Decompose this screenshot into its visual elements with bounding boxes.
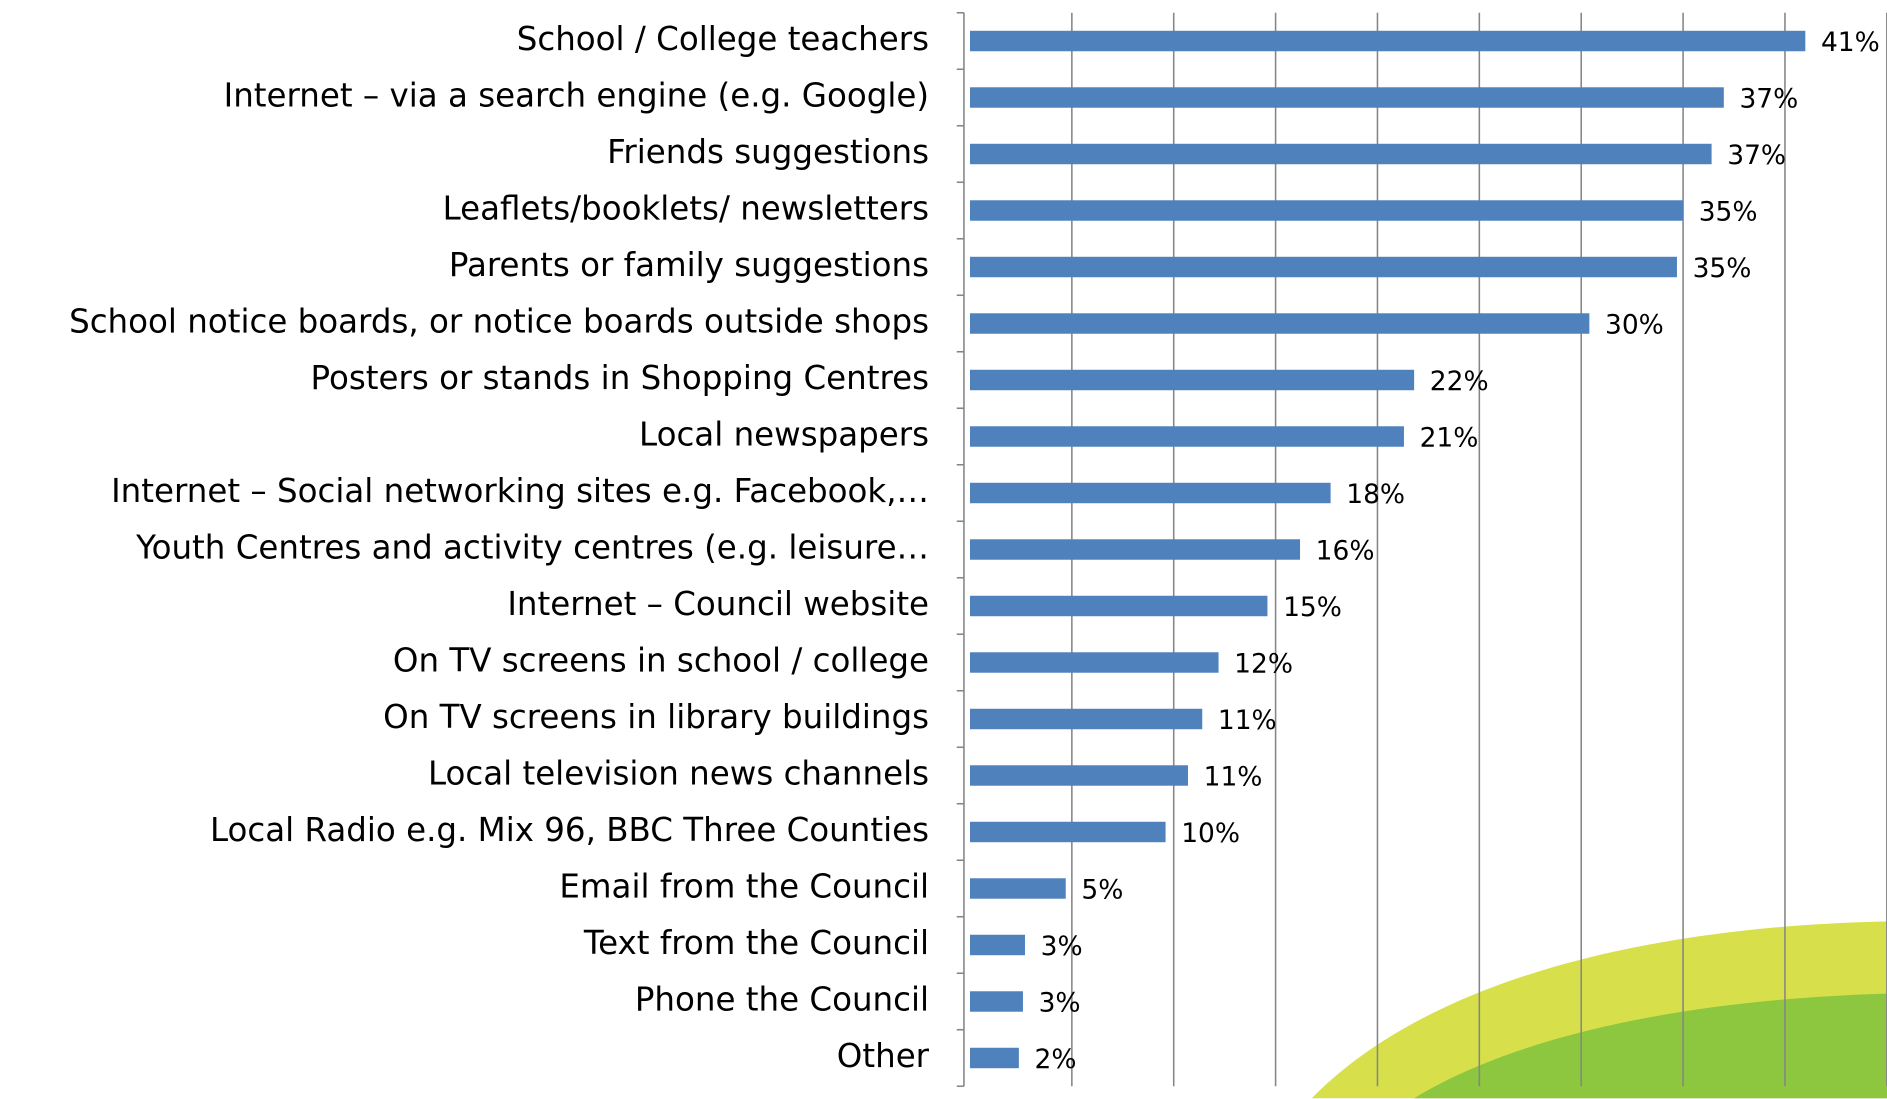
value-label: 11% (1218, 705, 1277, 736)
value-label: 35% (1693, 253, 1752, 284)
category-label: Phone the Council (635, 980, 929, 1018)
category-label: Text from the Council (583, 924, 929, 962)
category-label: Posters or stands in Shopping Centres (311, 359, 930, 397)
bar (970, 257, 1677, 277)
category-label: Parents or family suggestions (449, 246, 929, 284)
category-label: Local Radio e.g. Mix 96, BBC Three Count… (210, 811, 929, 849)
value-label: 37% (1727, 140, 1786, 171)
value-label: 10% (1181, 818, 1240, 849)
bar (970, 991, 1023, 1011)
bar (970, 709, 1202, 729)
bar (970, 313, 1589, 333)
value-label: 5% (1081, 874, 1123, 905)
category-label: Internet – Social networking sites e.g. … (111, 472, 929, 510)
bar (970, 370, 1414, 390)
value-label: 21% (1420, 422, 1479, 453)
value-label: 12% (1234, 648, 1293, 679)
value-label: 16% (1316, 535, 1375, 566)
category-label: Friends suggestions (607, 133, 929, 171)
bar (970, 539, 1300, 559)
bar (970, 426, 1404, 446)
value-label: 11% (1204, 761, 1263, 792)
category-label: On TV screens in school / college (393, 641, 929, 679)
bar (970, 144, 1712, 164)
value-label: 37% (1739, 83, 1798, 114)
value-label: 3% (1041, 931, 1083, 962)
bar (970, 652, 1219, 672)
value-label: 22% (1430, 366, 1489, 397)
chart: School / College teachers 41% Internet – v… (0, 0, 1887, 1099)
category-label: School notice boards, or notice boards o… (69, 303, 929, 341)
bar (970, 200, 1683, 220)
value-label: 30% (1605, 309, 1664, 340)
category-label: Other (837, 1037, 930, 1075)
bar (970, 822, 1166, 842)
page: {"chart_data": {"type": "bar", "orientat… (0, 0, 1887, 1099)
value-label: 41% (1821, 27, 1880, 58)
value-label: 18% (1346, 479, 1405, 510)
category-label: Youth Centres and activity centres (e.g.… (135, 528, 929, 566)
value-label: 15% (1283, 592, 1342, 623)
bar (970, 31, 1805, 51)
value-label: 3% (1039, 987, 1081, 1018)
bar (970, 483, 1331, 503)
category-label: Local television news channels (428, 754, 929, 792)
bar (970, 87, 1724, 107)
bar (970, 1048, 1019, 1068)
bar (970, 765, 1188, 785)
value-label: 2% (1035, 1044, 1077, 1075)
value-label: 35% (1699, 196, 1758, 227)
category-label: School / College teachers (517, 20, 929, 58)
category-label: On TV screens in library buildings (383, 698, 929, 736)
category-label: Internet – via a search engine (e.g. Goo… (224, 77, 929, 115)
bar (970, 596, 1267, 616)
bar (970, 935, 1025, 955)
category-label: Leaflets/booklets/ newsletters (443, 190, 929, 228)
category-label: Local newspapers (639, 416, 929, 454)
category-label: Email from the Council (559, 867, 929, 905)
category-label: Internet – Council website (507, 585, 929, 623)
bar (970, 878, 1066, 898)
